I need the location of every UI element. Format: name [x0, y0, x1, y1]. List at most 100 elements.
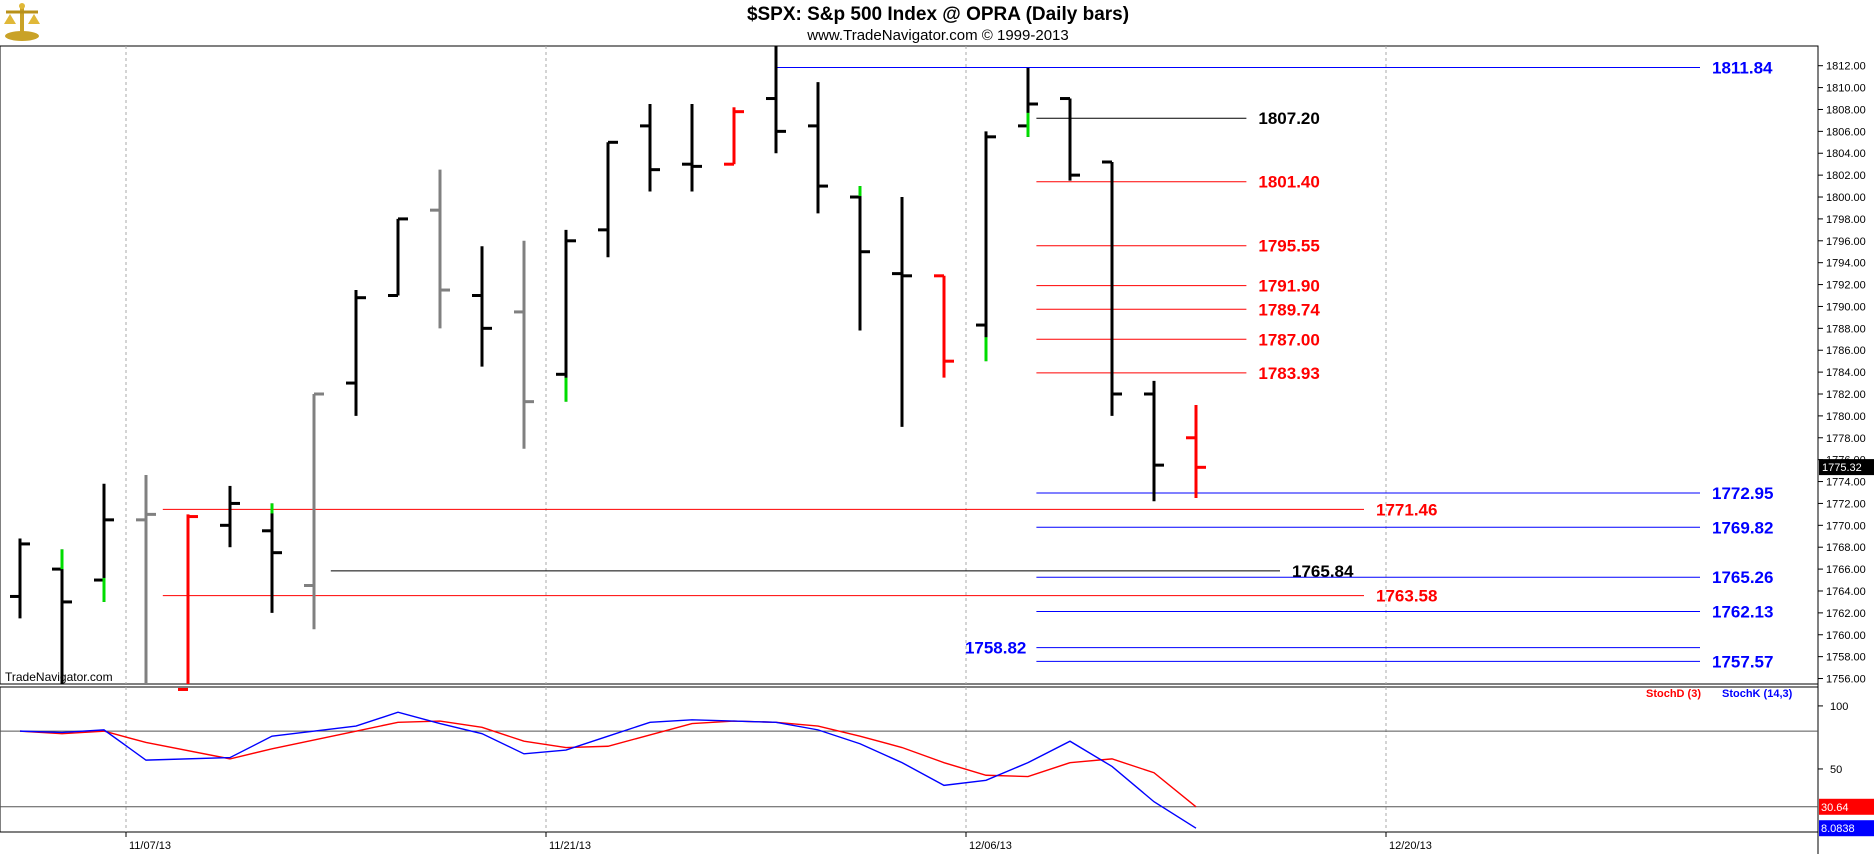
level-label: 1801.40 [1258, 173, 1319, 192]
last-price-label: 1775.32 [1822, 462, 1862, 474]
header-band [0, 0, 1876, 46]
ohlc-bar [346, 290, 366, 416]
level-label: 1789.74 [1258, 300, 1320, 319]
ohlc-bar [598, 140, 618, 258]
y-tick-label: 1810.00 [1826, 83, 1866, 95]
level-label: 1769.82 [1712, 518, 1773, 537]
pane-frames [0, 45, 1819, 854]
y-tick-label: 1798.00 [1826, 214, 1866, 226]
ohlc-bar [640, 104, 660, 192]
scales-logo-icon [4, 3, 40, 41]
ohlc-bar [52, 549, 72, 684]
ohlc-bar [388, 217, 408, 298]
level-label: 1783.93 [1258, 364, 1319, 383]
level-label: 1811.84 [1712, 58, 1773, 77]
level-label: 1763.58 [1376, 587, 1437, 606]
watermark: TradeNavigator.com [5, 670, 113, 684]
ohlc-bar [1144, 380, 1164, 502]
ohlc-bar [262, 503, 282, 613]
x-tick-label: 12/20/13 [1389, 840, 1432, 852]
y-tick-label: 1812.00 [1826, 61, 1866, 73]
y-tick-label: 1770.00 [1826, 520, 1866, 532]
level-label: 1765.26 [1712, 568, 1773, 587]
ohlc-bar [220, 485, 240, 548]
stoch-tick-label: 100 [1830, 701, 1848, 713]
stochastic-pane: 100 50 30.64 8.0838 StochD (3) StochK (14,3) [0, 688, 1874, 837]
y-tick-label: 1760.00 [1826, 630, 1866, 642]
y-tick-label: 1764.00 [1826, 586, 1866, 598]
ohlc-bar [430, 169, 450, 329]
y-tick-label: 1762.00 [1826, 608, 1866, 620]
stoch-series-line [19, 711, 1197, 829]
page-title: $SPX: S&p 500 Index @ OPRA (Daily bars) [747, 4, 1129, 25]
ohlc-bar [136, 474, 156, 684]
legend-stochk: StochK (14,3) [1722, 688, 1793, 700]
y-tick-label: 1806.00 [1826, 126, 1866, 138]
ohlc-bar [304, 392, 324, 630]
stoch-last-value-label: 8.0838 [1821, 823, 1855, 835]
ohlc-bar [934, 274, 954, 378]
ohlc-bar [178, 514, 198, 691]
ohlc-bar [850, 186, 870, 331]
stoch-series-line [19, 720, 1197, 808]
y-tick-label: 1772.00 [1826, 498, 1866, 510]
y-tick-label: 1804.00 [1826, 148, 1866, 160]
x-tick-label: 11/07/13 [129, 840, 171, 852]
y-tick-label: 1800.00 [1826, 192, 1866, 204]
ohlc-bar [1186, 404, 1206, 498]
y-tick-label: 1792.00 [1826, 280, 1866, 292]
y-tick-label: 1756.00 [1826, 674, 1866, 686]
y-tick-label: 1780.00 [1826, 411, 1866, 423]
level-label: 1787.00 [1258, 330, 1319, 349]
legend-stochd: StochD (3) [1646, 688, 1701, 700]
stoch-last-value-label: 30.64 [1821, 802, 1849, 814]
ohlc-bars [10, 46, 1206, 691]
level-label: 1772.95 [1712, 484, 1773, 503]
y-tick-label: 1782.00 [1826, 389, 1866, 401]
stoch-pane-frame [0, 686, 1819, 833]
y-tick-label: 1802.00 [1826, 170, 1866, 182]
ohlc-bar [766, 46, 786, 154]
ohlc-bar [682, 104, 702, 192]
y-tick-label: 1790.00 [1826, 301, 1866, 313]
ohlc-bar [1102, 160, 1122, 416]
level-label: 1765.84 [1292, 562, 1354, 581]
ohlc-bar [976, 131, 996, 362]
y-tick-label: 1808.00 [1826, 104, 1866, 116]
y-tick-label: 1768.00 [1826, 542, 1866, 554]
ohlc-bar [94, 483, 114, 602]
y-tick-label: 1786.00 [1826, 345, 1866, 357]
y-tick-label: 1766.00 [1826, 564, 1866, 576]
stoch-tick-label: 50 [1830, 764, 1842, 776]
ohlc-bar [1018, 67, 1038, 137]
level-label: 1807.20 [1258, 109, 1319, 128]
y-tick-label: 1758.00 [1826, 652, 1866, 664]
y-tick-label: 1778.00 [1826, 433, 1866, 445]
level-label: 1758.82 [965, 639, 1026, 658]
y-tick-label: 1796.00 [1826, 236, 1866, 248]
y-tick-label: 1774.00 [1826, 477, 1866, 489]
page-subtitle: www.TradeNavigator.com © 1999-2013 [806, 27, 1068, 44]
ohlc-bar [10, 538, 30, 619]
last-price-box [1819, 459, 1874, 476]
y-tick-label: 1794.00 [1826, 258, 1866, 270]
ohlc-bar [808, 82, 828, 214]
ohlc-bar [1060, 97, 1080, 181]
level-label: 1762.13 [1712, 602, 1773, 621]
ohlc-bar [514, 240, 534, 449]
ohlc-bar [556, 229, 576, 402]
ohlc-bar [892, 197, 912, 427]
level-label: 1771.46 [1376, 500, 1437, 519]
ohlc-bar [724, 107, 744, 166]
level-label: 1757.57 [1712, 652, 1773, 671]
y-tick-label: 1784.00 [1826, 367, 1866, 379]
x-tick-label: 12/06/13 [969, 840, 1012, 852]
x-tick-label: 11/21/13 [549, 840, 591, 852]
y-tick-label: 1788.00 [1826, 323, 1866, 335]
level-label: 1791.90 [1258, 277, 1319, 296]
level-label: 1795.55 [1258, 237, 1319, 256]
price-axis: 1756.00 1758.00 1760.00 1762.00 1764.00 1766.… [1818, 61, 1874, 686]
date-axis: 11/07/13 11/21/13 12/06/13 12/20/13 [125, 832, 1432, 852]
gridlines [125, 46, 1387, 832]
